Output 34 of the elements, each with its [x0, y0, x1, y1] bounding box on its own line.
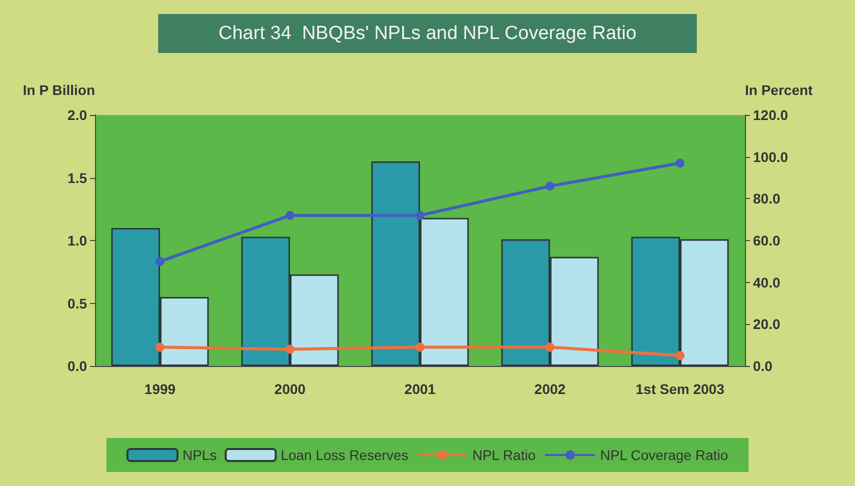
legend-label: NPL Coverage Ratio — [600, 447, 728, 463]
point — [546, 342, 554, 352]
y-axis-title: In P Billion — [22, 82, 95, 98]
y2-tick-label: 120.0 — [753, 107, 788, 123]
point — [286, 344, 294, 354]
point — [676, 158, 684, 168]
y2-tick-label: 100.0 — [753, 148, 788, 165]
y2-axis-title: In Percent — [745, 82, 814, 98]
y-tick-label: 0.5 — [68, 295, 88, 312]
point — [546, 182, 554, 191]
y2-tick-label: 0.0 — [753, 358, 773, 374]
x-tick-label: 2002 — [534, 381, 566, 397]
y-tick-label: 2.0 — [68, 107, 88, 123]
legend-label: Loan Loss Reserves — [280, 447, 408, 463]
chart-title: Chart 34 NBQBs' NPLs and NPL Coverage Ratio — [218, 23, 636, 44]
y-tick-label: 1.0 — [68, 232, 88, 248]
x-tick-label: 1999 — [144, 381, 176, 397]
x-tick-label: 2001 — [404, 381, 436, 397]
legend-label: NPLs — [182, 447, 217, 463]
point — [156, 342, 164, 352]
point — [676, 351, 684, 360]
x-tick-label: 2000 — [274, 381, 306, 397]
point — [156, 256, 164, 266]
x-tick-label: 1st Sem 2003 — [636, 381, 725, 397]
y-tick-label: 0.0 — [68, 358, 88, 374]
y2-tick-label: 60.0 — [753, 232, 780, 248]
point — [286, 210, 294, 220]
point — [416, 342, 424, 352]
point — [416, 210, 424, 220]
y2-tick-label: 40.0 — [753, 274, 780, 290]
y-tick-label: 1.5 — [68, 170, 88, 186]
legend-label: NPL Ratio — [472, 447, 536, 463]
y2-tick-label: 20.0 — [753, 316, 780, 332]
y2-tick-label: 80.0 — [753, 190, 780, 207]
